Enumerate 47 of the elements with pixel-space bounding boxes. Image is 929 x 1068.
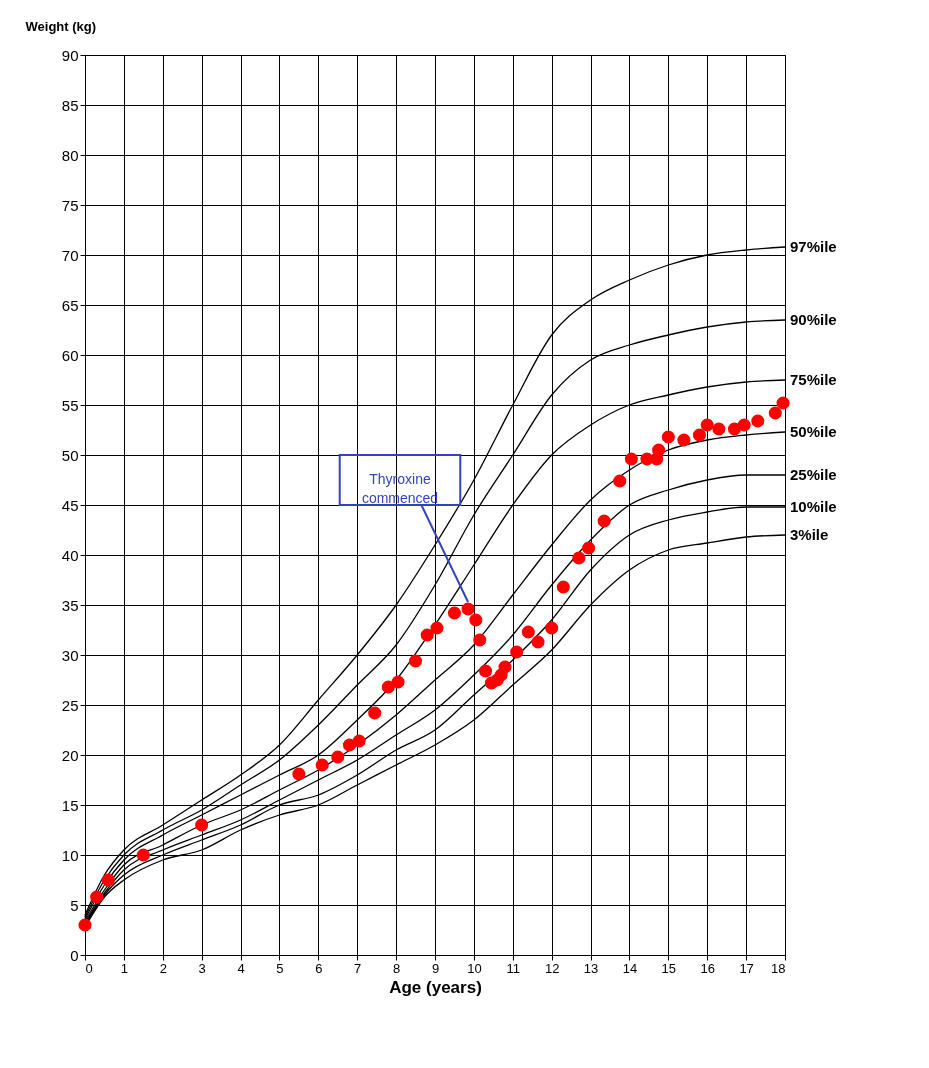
x-tick-label: 16 xyxy=(700,960,715,976)
y-axis-title: Weight (kg) xyxy=(25,18,97,34)
x-tick-label: 7 xyxy=(354,960,362,976)
x-tick-label: 0 xyxy=(85,960,93,976)
series-label: 25%ile xyxy=(790,466,837,483)
y-tick-label: 35 xyxy=(61,596,79,614)
x-tick-label: 15 xyxy=(661,960,677,976)
series-label: 10%ile xyxy=(790,498,837,515)
y-tick-label: 90 xyxy=(61,46,79,64)
series-label: 75%ile xyxy=(790,371,837,388)
series-label: 90%ile xyxy=(790,311,837,328)
x-tick-label: 6 xyxy=(315,960,323,976)
y-tick-label: 10 xyxy=(61,846,79,864)
y-tick-label: 80 xyxy=(61,146,79,164)
x-tick-label: 12 xyxy=(544,960,560,976)
x-axis-title: Age (years) xyxy=(389,977,482,997)
y-tick-label: 85 xyxy=(61,96,79,114)
y-tick-label: 5 xyxy=(70,896,79,914)
y-tick-label: 60 xyxy=(61,346,79,364)
y-tick-label: 70 xyxy=(61,246,79,264)
y-tick-label: 75 xyxy=(61,196,79,214)
x-tick-label: 3 xyxy=(198,960,206,976)
y-tick-label: 0 xyxy=(70,946,79,964)
x-tick-label: 4 xyxy=(237,960,245,976)
x-tick-label: 10 xyxy=(467,960,482,976)
series-label: 50%ile xyxy=(790,423,837,440)
y-tick-label: 45 xyxy=(61,496,79,514)
x-tick-label: 8 xyxy=(392,960,401,976)
y-tick-label: 15 xyxy=(61,796,79,814)
y-tick-label: 40 xyxy=(61,546,79,564)
x-tick-label: 11 xyxy=(506,960,521,976)
y-tick-label: 55 xyxy=(61,396,79,414)
y-tick-label: 20 xyxy=(61,746,79,764)
y-tick-label: 25 xyxy=(61,696,79,714)
x-tick-label: 2 xyxy=(159,960,167,976)
x-tick-label: 9 xyxy=(431,960,440,976)
series-label: 3%ile xyxy=(790,526,829,543)
series-label: 97%ile xyxy=(790,238,837,255)
x-tick-label: 1 xyxy=(120,960,129,976)
y-tick-label: 50 xyxy=(61,446,79,464)
x-tick-label: 17 xyxy=(739,960,754,976)
x-tick-label: 5 xyxy=(276,960,284,976)
x-tick-label: 18 xyxy=(771,960,786,976)
y-tick-label: 65 xyxy=(61,296,79,314)
y-tick-label: 30 xyxy=(61,646,79,664)
x-tick-label: 13 xyxy=(583,960,599,976)
x-tick-label: 14 xyxy=(622,960,638,976)
